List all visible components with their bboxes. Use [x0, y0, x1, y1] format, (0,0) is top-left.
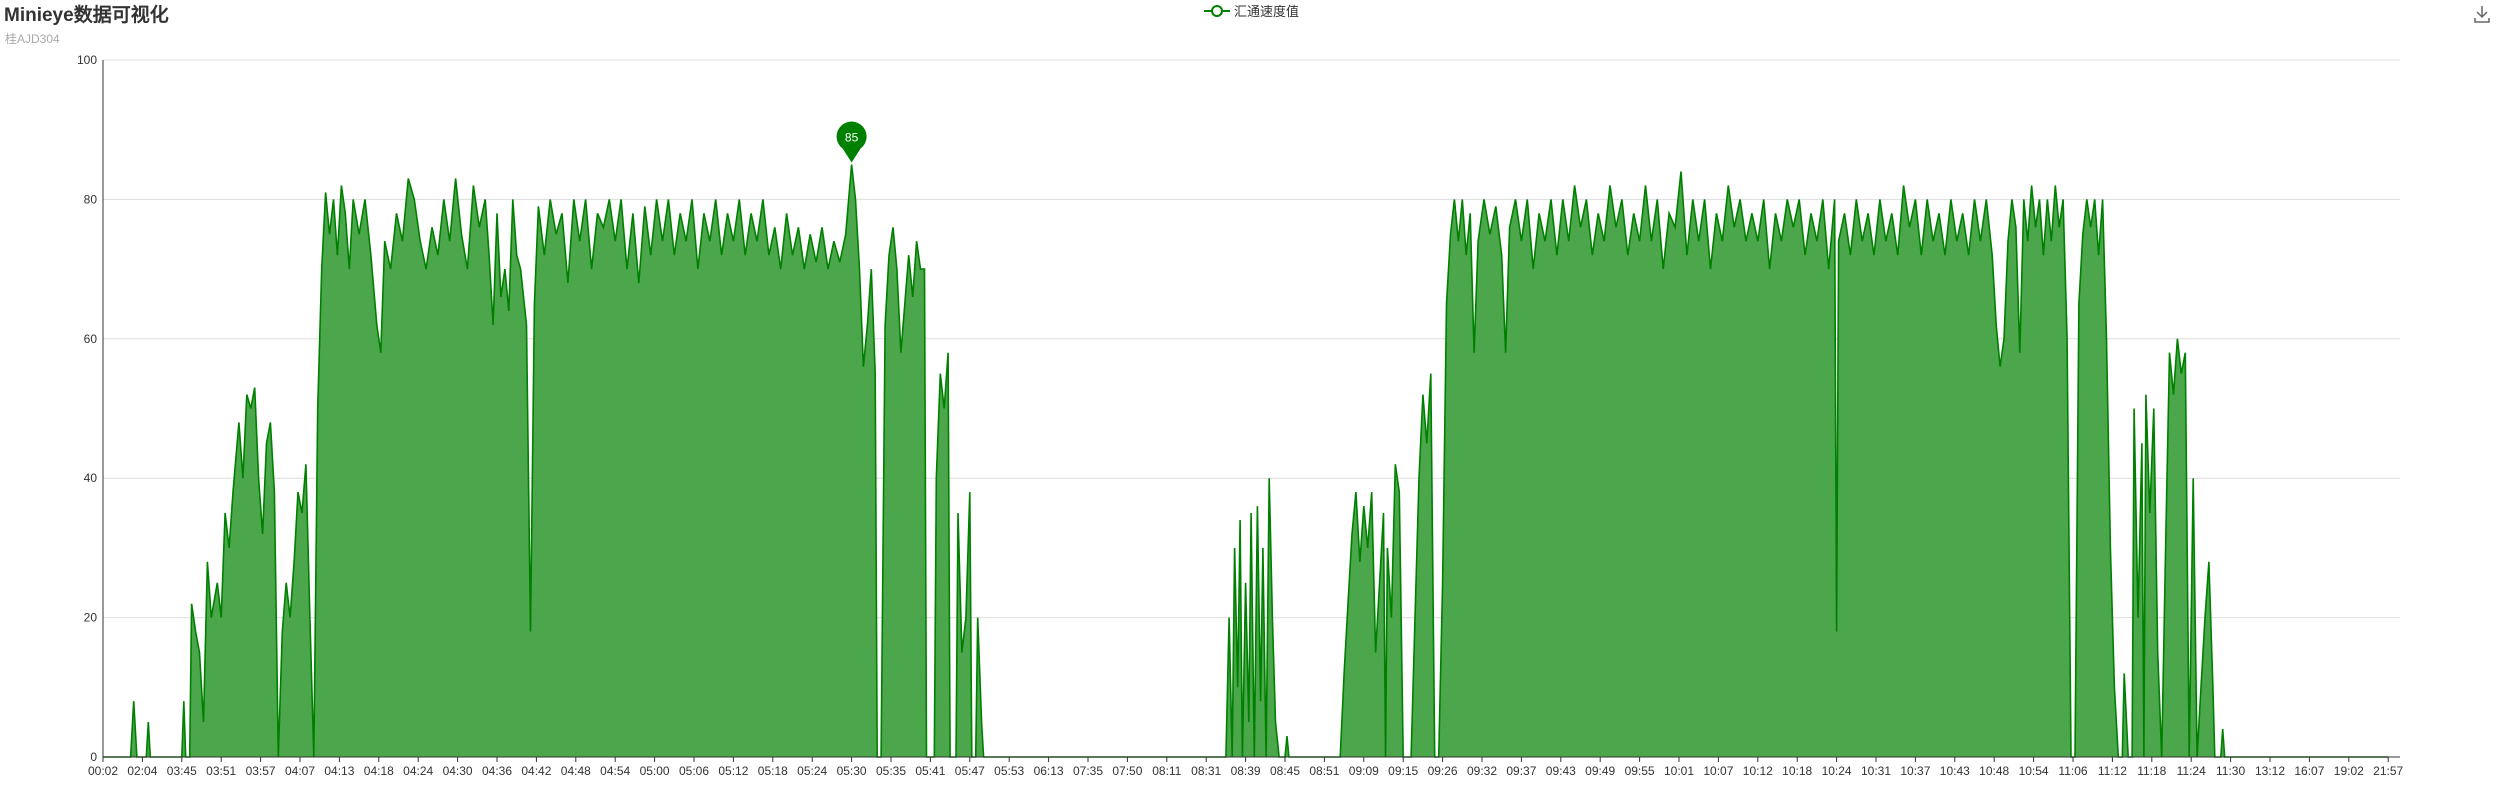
x-axis-ticks: 00:02 02:04 03:45 03:51 03:57 04:07 04:13 04:18… [88, 757, 2404, 778]
x-tick-label-47: 10:43 [1940, 764, 1970, 778]
x-tick-label-53: 11:24 [2177, 764, 2206, 778]
x-tick-label-16: 05:12 [718, 764, 748, 778]
x-tick-label-50: 11:06 [2058, 764, 2087, 778]
x-tick-label-44: 10:24 [1822, 764, 1852, 778]
x-tick-label-48: 10:48 [1979, 764, 2009, 778]
y-tick-label-0: 0 [90, 750, 97, 764]
x-tick-label-31: 08:51 [1309, 764, 1339, 778]
x-tick-label-30: 08:45 [1270, 764, 1300, 778]
x-tick-label-8: 04:24 [403, 764, 433, 778]
legend-item[interactable]: 汇通速度值 [1204, 1, 1299, 20]
x-tick-label-38: 09:49 [1585, 764, 1615, 778]
x-tick-label-52: 11:18 [2137, 764, 2166, 778]
legend-label: 汇通速度值 [1234, 4, 1300, 19]
x-tick-label-5: 04:07 [285, 764, 315, 778]
x-tick-label-35: 09:32 [1467, 764, 1497, 778]
x-tick-label-57: 19:02 [2334, 764, 2364, 778]
x-tick-label-54: 11:30 [2216, 764, 2245, 778]
y-tick-label-20: 20 [84, 611, 98, 625]
chart-subtitle: 桂AJD304 [5, 32, 60, 46]
y-tick-label-60: 60 [84, 332, 98, 346]
chart-title: Minieye数据可视化 [4, 5, 169, 26]
x-tick-label-11: 04:42 [521, 764, 551, 778]
x-tick-label-17: 05:18 [758, 764, 788, 778]
max-pin [836, 121, 867, 163]
x-tick-label-49: 10:54 [2019, 764, 2049, 778]
x-tick-label-37: 09:43 [1546, 764, 1576, 778]
x-tick-label-55: 13:12 [2255, 764, 2285, 778]
x-tick-label-9: 04:30 [443, 764, 473, 778]
y-tick-label-80: 80 [84, 192, 98, 206]
x-tick-label-18: 05:24 [797, 764, 827, 778]
x-tick-label-15: 05:06 [679, 764, 709, 778]
x-tick-label-26: 07:50 [1112, 764, 1142, 778]
x-tick-label-27: 08:11 [1152, 764, 1181, 778]
x-tick-label-34: 09:26 [1428, 764, 1458, 778]
x-tick-label-43: 10:18 [1782, 764, 1812, 778]
x-tick-label-51: 11:12 [2098, 764, 2127, 778]
x-tick-label-25: 07:35 [1073, 764, 1103, 778]
x-tick-label-45: 10:31 [1861, 764, 1891, 778]
x-tick-label-24: 06:13 [1034, 764, 1064, 778]
x-tick-label-19: 05:30 [837, 764, 867, 778]
x-tick-label-12: 04:48 [561, 764, 591, 778]
x-tick-label-39: 09:55 [1625, 764, 1655, 778]
max-pin-label: 85 [845, 131, 859, 145]
y-tick-label-40: 40 [84, 471, 98, 485]
max-marker: 85 [836, 121, 867, 163]
x-tick-label-14: 05:00 [640, 764, 670, 778]
x-tick-label-0: 00:02 [88, 764, 118, 778]
series-area [103, 164, 2389, 758]
x-tick-label-6: 04:13 [324, 764, 354, 778]
series-fill [103, 164, 2389, 758]
x-tick-label-58: 21:57 [2373, 764, 2403, 778]
axes [102, 60, 2400, 758]
x-tick-label-7: 04:18 [364, 764, 394, 778]
x-tick-label-10: 04:36 [482, 764, 512, 778]
x-tick-label-23: 05:53 [994, 764, 1024, 778]
series-line [103, 164, 2389, 758]
x-tick-label-3: 03:51 [206, 764, 236, 778]
x-tick-label-29: 08:39 [1231, 764, 1261, 778]
x-tick-label-2: 03:45 [167, 764, 197, 778]
x-tick-label-40: 10:01 [1664, 764, 1694, 778]
legend-line-circle-icon [1204, 4, 1230, 17]
y-tick-label-100: 100 [77, 53, 97, 67]
x-tick-label-41: 10:07 [1703, 764, 1733, 778]
x-tick-label-1: 02:04 [127, 764, 157, 778]
x-tick-label-13: 04:54 [600, 764, 630, 778]
download-icon[interactable] [2472, 4, 2492, 24]
x-tick-label-20: 05:35 [876, 764, 906, 778]
x-tick-label-56: 16:07 [2294, 764, 2324, 778]
x-tick-label-36: 09:37 [1506, 764, 1536, 778]
y-axis-ticks: 0 20 40 60 80 100 [77, 53, 97, 764]
x-tick-label-22: 05:47 [955, 764, 985, 778]
x-tick-label-32: 09:09 [1349, 764, 1379, 778]
x-tick-label-46: 10:37 [1900, 764, 1930, 778]
x-tick-label-21: 05:41 [915, 764, 945, 778]
x-tick-label-33: 09:15 [1388, 764, 1418, 778]
x-tick-label-4: 03:57 [246, 764, 276, 778]
x-tick-label-42: 10:12 [1743, 764, 1773, 778]
x-tick-label-28: 08:31 [1191, 764, 1221, 778]
